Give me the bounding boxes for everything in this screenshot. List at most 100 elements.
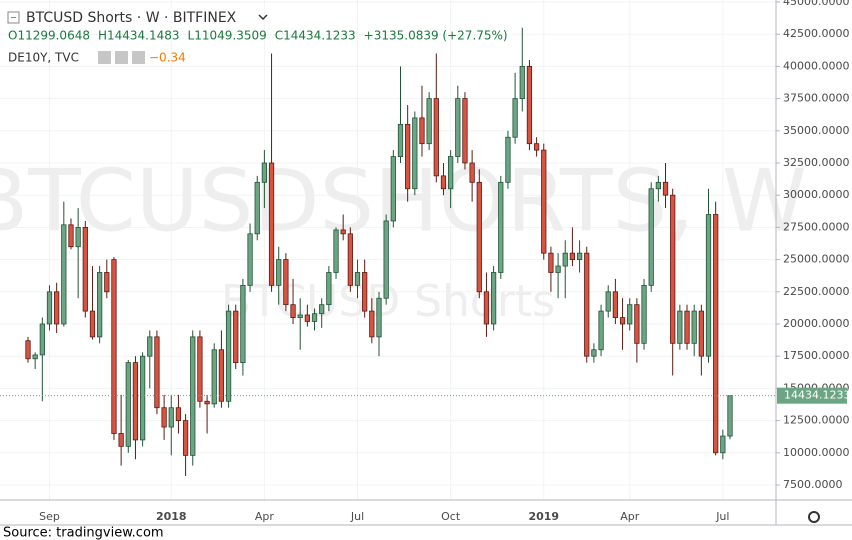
candle-body	[175, 407, 182, 421]
ohlc-value: +3135.0839 (+27.75%)	[364, 29, 508, 43]
candle-body	[655, 181, 661, 190]
candle-body	[397, 123, 404, 157]
candle-body	[433, 98, 439, 177]
candle-body	[469, 162, 475, 183]
y-tick-label: 42500.0000	[783, 27, 849, 40]
candle-body	[97, 272, 103, 338]
candle-body	[32, 354, 38, 360]
candle-body	[455, 98, 461, 157]
candle-body	[311, 313, 318, 322]
candle-body	[591, 349, 597, 357]
indicator-visibility[interactable]	[98, 51, 111, 64]
candle-body	[698, 310, 704, 357]
candle-body	[505, 136, 511, 183]
candle-body	[383, 220, 389, 299]
candle-body	[283, 259, 289, 306]
candle-body	[727, 395, 733, 437]
ohlc-legend: O11299.0648 H14434.1483 L11049.3509 C14434.…	[8, 29, 508, 43]
candle-body	[132, 362, 139, 441]
candle-body	[82, 226, 88, 312]
y-tick-label: 27500.0000	[783, 220, 849, 233]
candle-body	[139, 355, 146, 441]
candle-body	[412, 117, 418, 190]
symbol-title[interactable]: BTCUSD Shorts · W · BITFINEX	[26, 10, 237, 26]
candle-body	[684, 310, 690, 344]
candle-body	[75, 226, 81, 248]
ohlc-value: C14434.1233	[275, 29, 356, 43]
candle-body	[619, 317, 626, 325]
candle-body	[319, 304, 325, 315]
x-tick-label: Oct	[441, 510, 461, 523]
candle-body	[197, 336, 203, 402]
candle-body	[533, 143, 540, 151]
candle-body	[705, 214, 712, 357]
candle-body	[362, 272, 368, 312]
candle-body	[89, 310, 96, 338]
indicator-name: DE10Y, TVC	[8, 51, 79, 65]
candle-body	[519, 65, 525, 99]
last-price-label: 14434.1233	[784, 389, 850, 402]
candle-body	[376, 297, 382, 338]
symbol-menu[interactable]	[258, 14, 268, 21]
candle-body	[612, 291, 619, 318]
candle-body	[304, 314, 310, 322]
candle-body	[426, 98, 432, 145]
candle-body	[147, 336, 153, 357]
candle-body	[440, 175, 447, 190]
candle-body	[584, 252, 590, 357]
y-tick-label: 12500.0000	[783, 414, 849, 427]
candle-body	[555, 265, 561, 273]
y-tick-label: 22500.0000	[783, 285, 849, 298]
candle-body	[218, 349, 225, 402]
candle-body	[154, 336, 160, 409]
x-tick-label: Apr	[620, 510, 640, 523]
indicator-settings[interactable]	[115, 51, 128, 64]
y-tick-label: 7500.0000	[783, 478, 843, 491]
candle-body	[448, 156, 454, 190]
candle-body	[182, 420, 189, 456]
candle-body	[168, 407, 174, 428]
candle-body	[25, 340, 31, 360]
y-tick-label: 20000.0000	[783, 317, 849, 330]
candle-body	[641, 284, 647, 344]
candle-body	[490, 272, 497, 325]
y-tick-label: 30000.0000	[783, 188, 849, 201]
candle-body	[333, 229, 339, 273]
candle-body	[347, 233, 353, 286]
y-tick-label: 32500.0000	[783, 156, 849, 169]
candle-body	[476, 181, 482, 293]
y-tick-label: 17500.0000	[783, 349, 849, 362]
candle-body	[598, 310, 604, 351]
settings-button[interactable]	[808, 511, 820, 523]
indicator-remove[interactable]	[132, 51, 145, 64]
watermark: BTCUSDSHORTS, W	[0, 151, 807, 251]
candle-body	[104, 272, 110, 293]
y-tick-label: 10000.0000	[783, 446, 849, 459]
candle-body	[247, 233, 253, 286]
candle-body	[548, 252, 554, 273]
candle-body	[240, 284, 246, 364]
ohlc-value: H14434.1483	[98, 29, 180, 43]
candle-body	[512, 98, 518, 138]
y-tick-label: 40000.0000	[783, 59, 849, 72]
candle-body	[627, 304, 633, 325]
candle-body	[118, 433, 124, 447]
candle-body	[498, 181, 504, 273]
x-tick-label: 2018	[156, 510, 187, 523]
candle-body	[405, 123, 411, 190]
candle-body	[562, 252, 568, 267]
x-tick-label: Sep	[39, 510, 60, 523]
x-tick-label: Jul	[350, 510, 364, 523]
candle-body	[670, 194, 676, 344]
candle-body	[297, 314, 303, 318]
candle-body	[354, 272, 361, 286]
y-tick-label: 45000.0000	[783, 0, 849, 8]
candle-body	[161, 407, 167, 428]
candle-body	[54, 291, 60, 325]
x-tick-label: 2019	[528, 510, 559, 523]
candle-body	[68, 224, 74, 248]
candle-body	[713, 214, 719, 454]
ohlc-value: L11049.3509	[188, 29, 267, 43]
